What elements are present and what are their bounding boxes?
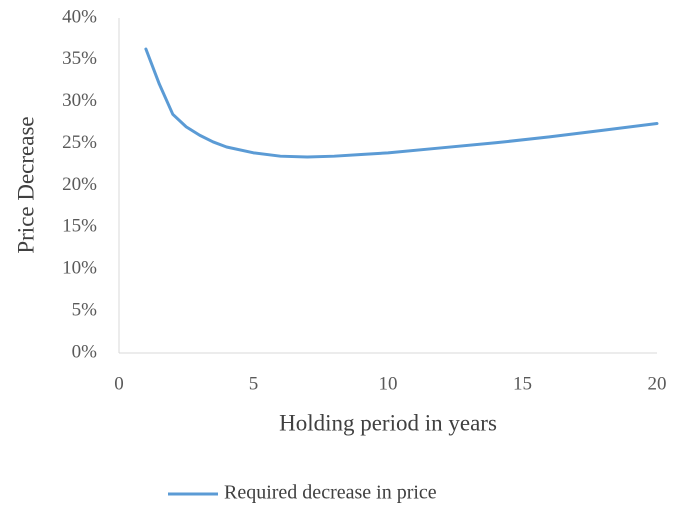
- legend-label: Required decrease in price: [224, 482, 437, 504]
- x-tick-label: 5: [249, 373, 259, 394]
- x-tick-label: 10: [379, 373, 398, 394]
- y-tick-label: 15%: [62, 216, 97, 237]
- y-tick-label: 0%: [72, 341, 98, 362]
- data-line: [144, 47, 659, 159]
- y-tick-label: 40%: [62, 6, 97, 27]
- y-tick-label: 10%: [62, 258, 97, 279]
- y-axis-title: Price Decrease: [13, 116, 38, 253]
- x-tick-label: 0: [114, 373, 124, 394]
- x-tick-label: 20: [648, 373, 667, 394]
- y-tick-label: 35%: [62, 48, 97, 69]
- x-tick-label: 15: [513, 373, 532, 394]
- y-tick-label: 30%: [62, 90, 97, 111]
- y-tick-label: 5%: [72, 299, 98, 320]
- y-tick-label: 25%: [62, 132, 97, 153]
- y-tick-label: 20%: [62, 174, 97, 195]
- x-axis-title: Holding period in years: [279, 410, 497, 435]
